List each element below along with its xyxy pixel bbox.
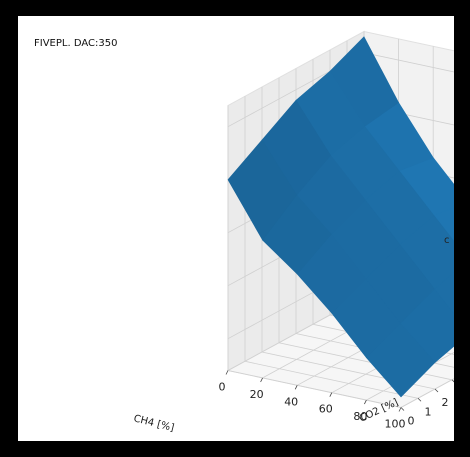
x-tick-label: 100 bbox=[385, 418, 406, 431]
surface-patch bbox=[433, 271, 454, 315]
z-axis-label: c bbox=[444, 235, 450, 246]
x-tick-label: 40 bbox=[284, 395, 298, 408]
y-tick-mark bbox=[451, 379, 454, 383]
y-tick-label: 1 bbox=[425, 405, 432, 418]
x-axis-label: CH4 [%] bbox=[132, 413, 175, 434]
x-tick-label: 20 bbox=[250, 388, 264, 401]
y-tick-label: 0 bbox=[408, 415, 415, 428]
surface-mesh bbox=[227, 36, 454, 398]
x-tick-label: 0 bbox=[219, 381, 226, 394]
x-tick-mark bbox=[329, 392, 333, 397]
grid-line-x bbox=[400, 378, 454, 408]
x-tick-label: 80 bbox=[353, 410, 367, 423]
surface-patch bbox=[433, 207, 454, 242]
y-tick-mark bbox=[417, 397, 422, 402]
y-tick-mark bbox=[400, 407, 405, 411]
x-tick-mark bbox=[225, 370, 229, 375]
surface-patch bbox=[227, 139, 297, 241]
x-tick-mark bbox=[260, 377, 263, 383]
axis-ticks: 0204060801000123456781.501.551.601.651.7… bbox=[219, 370, 454, 431]
figure-canvas: 0204060801000123456781.501.551.601.651.7… bbox=[18, 16, 454, 441]
surface-plot: 0204060801000123456781.501.551.601.651.7… bbox=[34, 30, 454, 434]
chart-title: FIVEPL. DAC:350 bbox=[34, 38, 117, 49]
x-tick-mark bbox=[398, 407, 402, 412]
x-tick-mark bbox=[294, 385, 298, 390]
y-tick-mark bbox=[434, 388, 439, 393]
x-tick-label: 60 bbox=[319, 403, 333, 416]
y-tick-label: 2 bbox=[442, 396, 449, 409]
x-tick-mark bbox=[364, 399, 367, 405]
